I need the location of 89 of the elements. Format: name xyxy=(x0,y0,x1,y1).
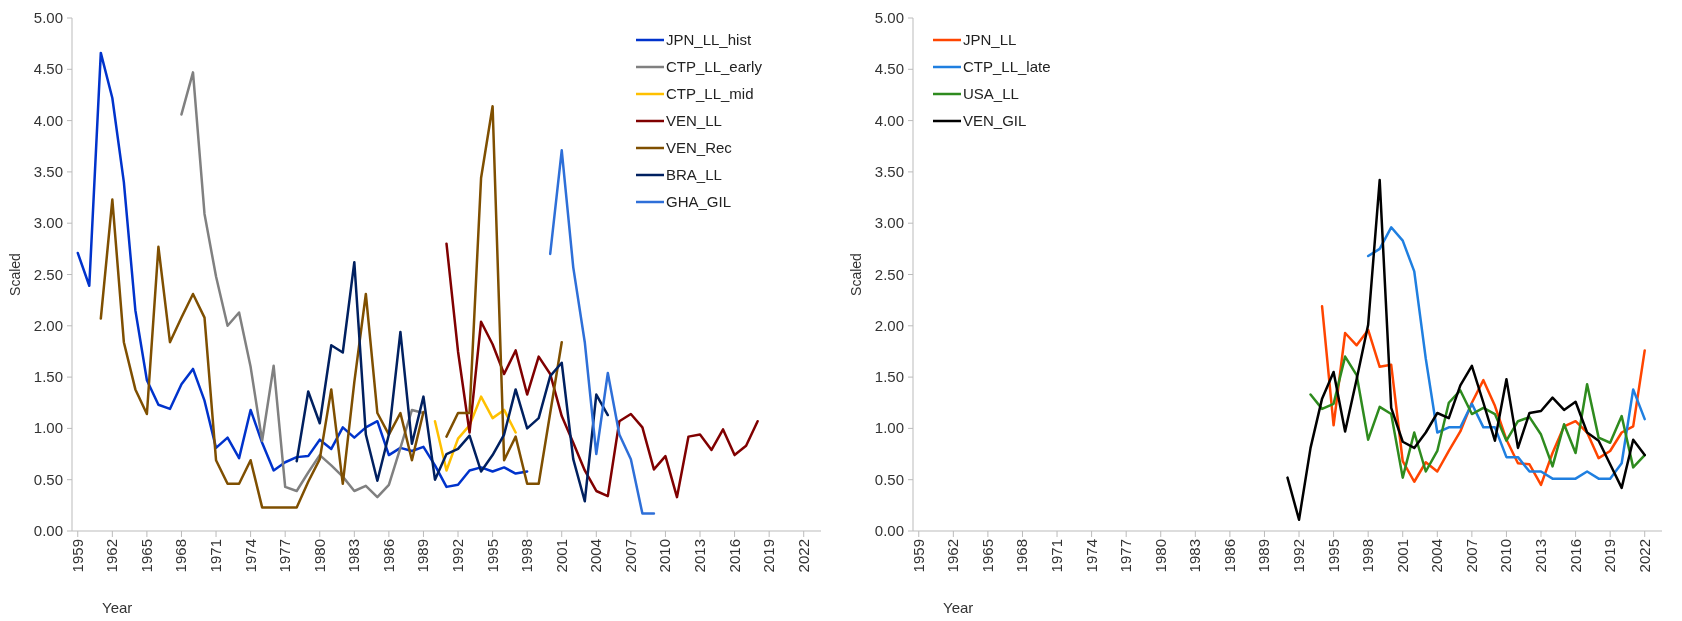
y-tick-label: 2.50 xyxy=(33,265,63,283)
line-series xyxy=(445,242,759,499)
line-series xyxy=(295,260,610,503)
x-tick-label: 2016 xyxy=(725,539,743,573)
x-tick-label: 1977 xyxy=(1117,539,1135,573)
x-tick-label: 1971 xyxy=(1048,539,1066,573)
x-tick-label: 2022 xyxy=(1635,539,1653,573)
y-tick-label: 4.00 xyxy=(33,111,63,129)
x-tick-label: 1974 xyxy=(1082,539,1100,573)
line-series xyxy=(180,71,425,499)
x-tick-label: 1977 xyxy=(276,539,294,573)
y-tick-label: 3.50 xyxy=(33,162,63,180)
x-tick-label: 1968 xyxy=(172,539,190,573)
legend-label: CTP_LL_mid xyxy=(666,85,754,102)
y-axis-title: Scaled xyxy=(7,253,23,296)
line-series xyxy=(548,149,656,515)
y-tick-label: 4.50 xyxy=(33,60,63,78)
x-tick-label: 1983 xyxy=(1186,539,1204,573)
legend-label: BRA_LL xyxy=(666,166,722,183)
legend-label: JPN_LL xyxy=(963,31,1017,48)
x-tick-label: 2001 xyxy=(552,539,570,573)
legend-label: VEN_GIL xyxy=(963,112,1027,129)
x-tick-label: 1986 xyxy=(1220,539,1238,573)
x-axis-title: Year xyxy=(102,599,133,616)
y-tick-label: 3.00 xyxy=(874,214,904,232)
y-tick-label: 1.00 xyxy=(33,419,63,437)
x-tick-label: 2007 xyxy=(621,539,639,573)
y-tick-label: 3.00 xyxy=(33,214,63,232)
y-tick-label: 5.00 xyxy=(33,9,63,26)
x-tick-label: 1995 xyxy=(483,539,501,573)
y-tick-label: 1.00 xyxy=(874,419,904,437)
y-tick-label: 2.50 xyxy=(874,265,904,283)
x-tick-label: 1992 xyxy=(449,539,467,573)
y-tick-label: 5.00 xyxy=(874,9,904,26)
x-tick-label: 2004 xyxy=(1428,539,1446,573)
line-series xyxy=(76,51,529,489)
y-tick-label: 1.50 xyxy=(874,368,904,386)
x-tick-label: 1998 xyxy=(518,539,536,573)
x-tick-label: 1962 xyxy=(103,539,121,573)
x-tick-label: 2013 xyxy=(691,539,709,573)
x-tick-label: 2013 xyxy=(1532,539,1550,573)
legend-label: GHA_GIL xyxy=(666,193,732,210)
x-tick-label: 2016 xyxy=(1566,539,1584,573)
x-tick-label: 2010 xyxy=(1497,539,1515,573)
x-tick-label: 1992 xyxy=(1290,539,1308,573)
x-tick-label: 1965 xyxy=(978,539,996,573)
x-tick-label: 2010 xyxy=(656,539,674,573)
x-tick-label: 1989 xyxy=(1255,539,1273,573)
x-tick-label: 1998 xyxy=(1359,539,1377,573)
legend-label: VEN_LL xyxy=(666,112,722,129)
y-tick-label: 0.50 xyxy=(874,470,904,488)
x-tick-label: 1980 xyxy=(310,539,328,573)
x-tick-label: 2007 xyxy=(1462,539,1480,573)
x-axis-title: Year xyxy=(943,599,974,616)
legend-label: CTP_LL_early xyxy=(666,58,763,75)
y-tick-label: 2.00 xyxy=(33,316,63,334)
x-tick-label: 1995 xyxy=(1324,539,1342,573)
legend-label: JPN_LL_hist xyxy=(666,31,752,48)
y-tick-label: 0.00 xyxy=(33,522,63,539)
line-series xyxy=(1286,178,1646,521)
x-tick-label: 2004 xyxy=(587,539,605,573)
legend-label: USA_LL xyxy=(963,85,1019,102)
y-tick-label: 3.50 xyxy=(874,162,904,180)
y-tick-label: 0.50 xyxy=(33,470,63,488)
legend-label: VEN_Rec xyxy=(666,139,733,156)
x-tick-label: 2001 xyxy=(1393,539,1411,573)
x-tick-label: 1980 xyxy=(1151,539,1169,573)
line-series xyxy=(1309,355,1646,479)
legend-label: CTP_LL_late xyxy=(963,58,1051,75)
x-tick-label: 1983 xyxy=(345,539,363,573)
x-tick-label: 2019 xyxy=(1601,539,1619,573)
y-tick-label: 0.00 xyxy=(874,522,904,539)
x-tick-label: 1989 xyxy=(414,539,432,573)
x-tick-label: 1968 xyxy=(1013,539,1031,573)
x-tick-label: 1974 xyxy=(241,539,259,573)
x-tick-label: 1986 xyxy=(379,539,397,573)
line-series xyxy=(1366,226,1646,480)
y-tick-label: 4.00 xyxy=(874,111,904,129)
y-tick-label: 4.50 xyxy=(874,60,904,78)
x-tick-label: 1971 xyxy=(207,539,225,573)
x-tick-label: 1965 xyxy=(137,539,155,573)
x-tick-label: 1959 xyxy=(909,539,927,573)
x-tick-label: 1959 xyxy=(68,539,86,573)
y-axis-title: Scaled xyxy=(848,253,864,296)
y-tick-label: 1.50 xyxy=(33,368,63,386)
x-tick-label: 2019 xyxy=(760,539,778,573)
x-tick-label: 1962 xyxy=(944,539,962,573)
y-tick-label: 2.00 xyxy=(874,316,904,334)
x-tick-label: 2022 xyxy=(794,539,812,573)
